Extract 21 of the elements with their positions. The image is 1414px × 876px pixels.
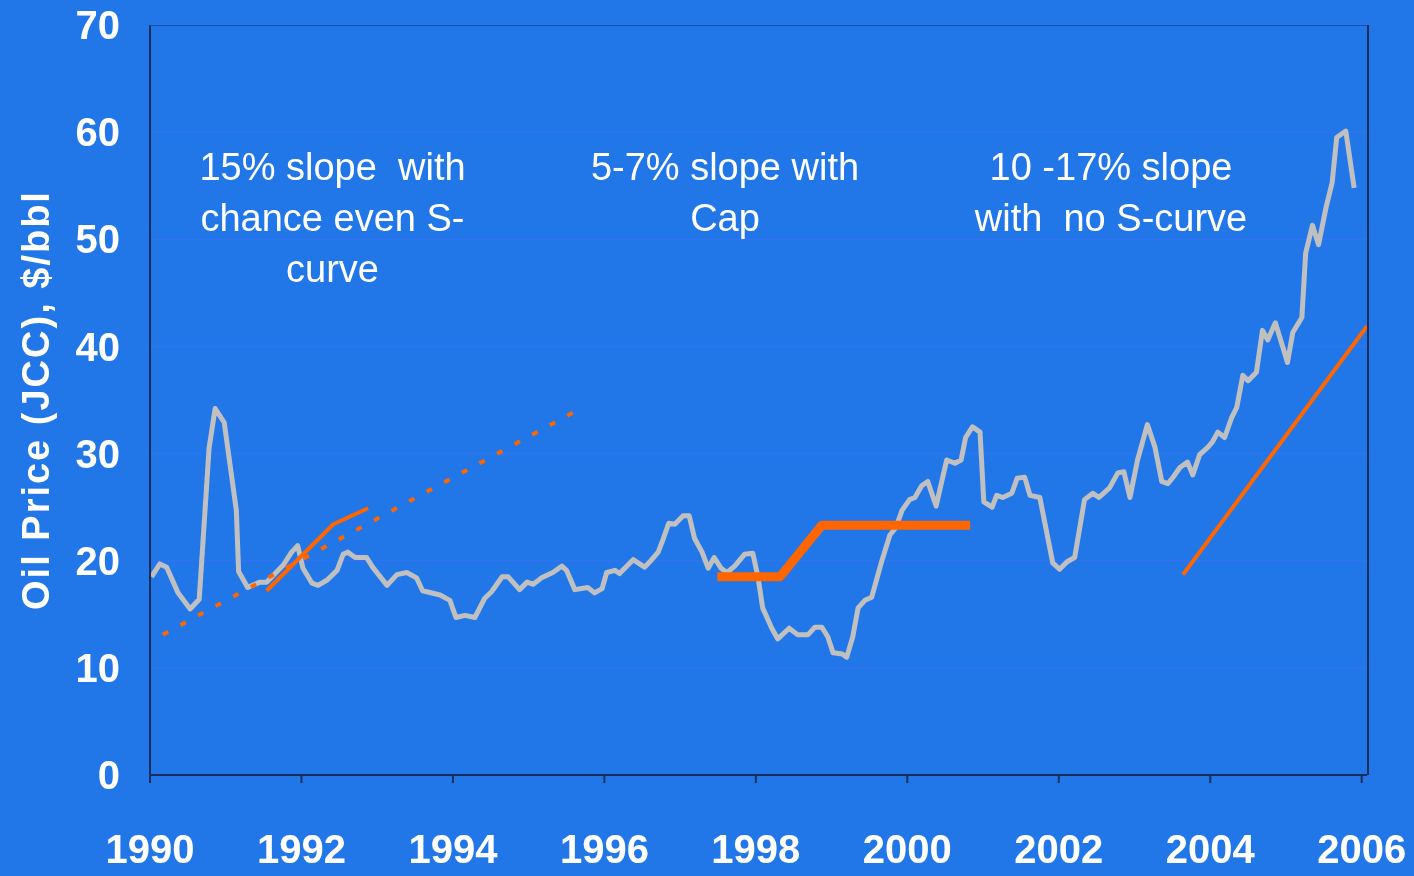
x-tick-label: 2006 — [1317, 827, 1407, 872]
y-axis-title: Oil Price (JCC), $/bbl — [15, 190, 57, 610]
x-tick-label: 1998 — [711, 827, 801, 872]
x-tick-label: 1994 — [408, 827, 499, 872]
x-tick-label: 1992 — [256, 827, 346, 872]
x-tick-label: 2004 — [1165, 827, 1256, 872]
x-tick-label: 2000 — [862, 827, 952, 872]
y-tick-label: 20 — [75, 538, 120, 583]
y-tick-label: 30 — [75, 431, 120, 476]
y-tick-label: 40 — [75, 324, 120, 369]
annotation: 5-7% slope with Cap — [589, 145, 861, 241]
y-tick-label: 60 — [75, 110, 120, 155]
y-tick-label: 0 — [97, 753, 120, 798]
x-tick-label: 2002 — [1014, 827, 1104, 872]
x-tick-label: 1996 — [559, 827, 649, 872]
y-tick-label: 10 — [75, 646, 120, 691]
y-tick-label: 70 — [75, 3, 120, 48]
y-tick-label: 50 — [75, 217, 120, 262]
x-tick-label: 1990 — [105, 827, 195, 872]
annotation: 15% slope with chance even S-curve — [198, 145, 467, 292]
annotation: 10 -17% slope with no S-curve — [973, 145, 1249, 241]
